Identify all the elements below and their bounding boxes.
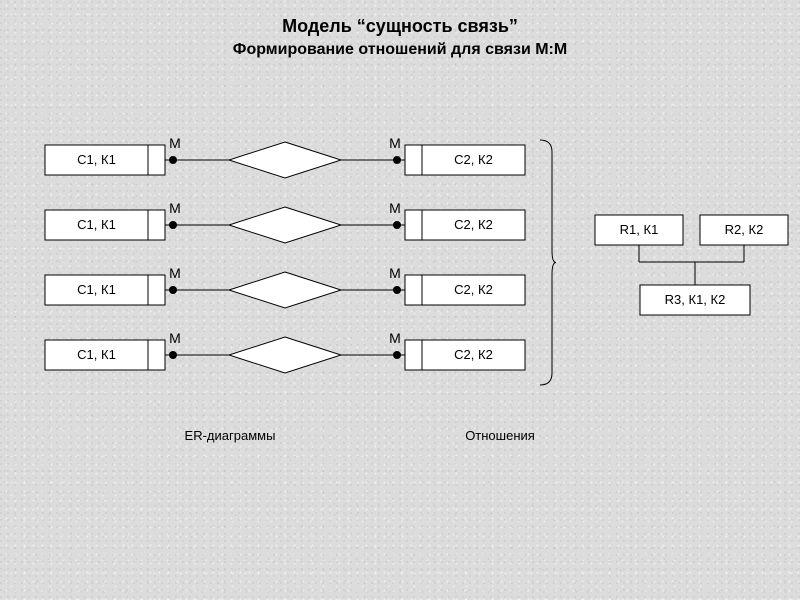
mandatory-dot-left-1 bbox=[169, 221, 177, 229]
entity-left-key-1 bbox=[148, 210, 165, 240]
entity-right-label-1: С2, К2 bbox=[454, 217, 493, 232]
title-line2: Формирование отношений для связи М:М bbox=[233, 41, 567, 58]
cardinality-left-3: М bbox=[169, 330, 181, 346]
relationship-diamond-2 bbox=[229, 272, 341, 308]
cardinality-left-1: М bbox=[169, 200, 181, 216]
relation-label-2: R3, К1, К2 bbox=[665, 292, 726, 307]
entity-right-label-3: С2, К2 bbox=[454, 347, 493, 362]
title-line1: Модель “сущность связь” bbox=[282, 16, 518, 36]
cardinality-right-2: М bbox=[389, 265, 401, 281]
diagram-stage: Модель “сущность связь” Формирование отно… bbox=[0, 0, 800, 600]
relation-label-1: R2, К2 bbox=[725, 222, 764, 237]
cardinality-left-2: М bbox=[169, 265, 181, 281]
mandatory-dot-right-1 bbox=[393, 221, 401, 229]
relation-label-0: R1, К1 bbox=[620, 222, 659, 237]
cardinality-right-0: М bbox=[389, 135, 401, 151]
mandatory-dot-right-3 bbox=[393, 351, 401, 359]
cardinality-right-3: М bbox=[389, 330, 401, 346]
entity-left-label-1: С1, К1 bbox=[77, 217, 116, 232]
entity-right-label-0: С2, К2 bbox=[454, 152, 493, 167]
entity-left-label-2: С1, К1 bbox=[77, 282, 116, 297]
relationship-diamond-3 bbox=[229, 337, 341, 373]
cardinality-left-0: М bbox=[169, 135, 181, 151]
relationship-diamond-0 bbox=[229, 142, 341, 178]
entity-left-key-0 bbox=[148, 145, 165, 175]
entity-right-key-3 bbox=[405, 340, 422, 370]
cardinality-right-1: М bbox=[389, 200, 401, 216]
relationship-diamond-1 bbox=[229, 207, 341, 243]
label-relations: Отношения bbox=[465, 428, 535, 443]
mandatory-dot-right-0 bbox=[393, 156, 401, 164]
entity-right-key-2 bbox=[405, 275, 422, 305]
entity-right-key-0 bbox=[405, 145, 422, 175]
mandatory-dot-left-2 bbox=[169, 286, 177, 294]
entity-left-label-3: С1, К1 bbox=[77, 347, 116, 362]
entity-right-label-2: С2, К2 bbox=[454, 282, 493, 297]
entity-right-key-1 bbox=[405, 210, 422, 240]
mandatory-dot-left-3 bbox=[169, 351, 177, 359]
diagram-svg: Модель “сущность связь” Формирование отно… bbox=[0, 0, 800, 600]
entity-left-key-3 bbox=[148, 340, 165, 370]
entity-left-label-0: С1, К1 bbox=[77, 152, 116, 167]
mandatory-dot-right-2 bbox=[393, 286, 401, 294]
brace-icon bbox=[540, 140, 556, 385]
label-er-diagrams: ER-диаграммы bbox=[185, 428, 276, 443]
mandatory-dot-left-0 bbox=[169, 156, 177, 164]
entity-left-key-2 bbox=[148, 275, 165, 305]
